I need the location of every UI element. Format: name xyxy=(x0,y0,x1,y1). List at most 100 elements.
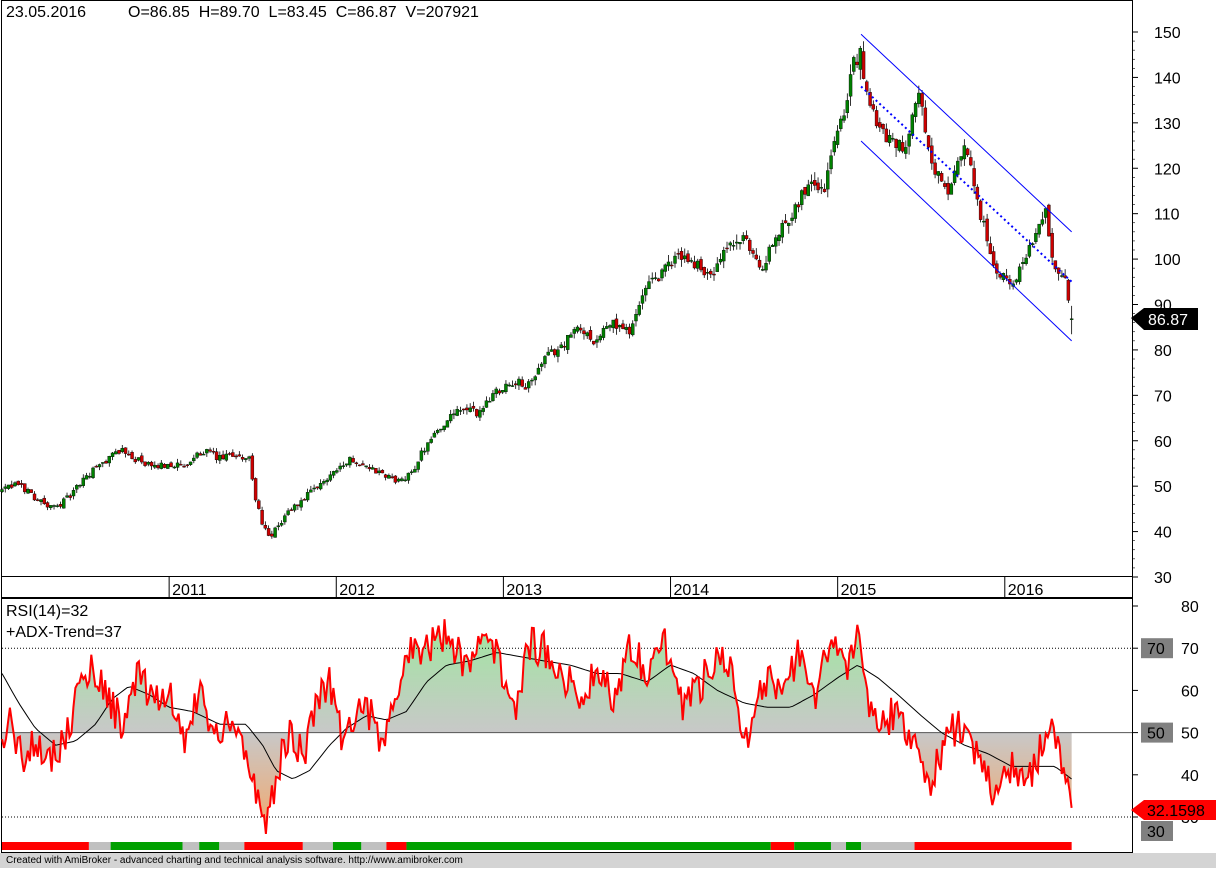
candle-body xyxy=(829,155,833,170)
candle xyxy=(162,463,167,469)
candle-body xyxy=(738,242,742,245)
candle-body xyxy=(686,253,690,262)
candle xyxy=(725,241,729,254)
candle xyxy=(497,388,502,396)
candle xyxy=(1034,228,1038,245)
trend-segment-neutral xyxy=(182,842,200,850)
candle xyxy=(533,375,537,386)
trend-segment-neutral xyxy=(830,842,847,850)
candle xyxy=(978,199,983,223)
candle-body xyxy=(435,430,440,433)
candle-body xyxy=(94,465,98,468)
candle xyxy=(91,466,95,480)
candle xyxy=(88,472,92,479)
rsi-y-axis: 304050607080705030 xyxy=(1132,599,1199,841)
candle xyxy=(39,499,43,506)
candle xyxy=(416,461,420,473)
candle-body xyxy=(1043,208,1048,218)
rsi-level-marker: 50 xyxy=(1141,722,1173,743)
candle-body xyxy=(458,410,463,412)
candle-body xyxy=(19,483,24,485)
candle-body xyxy=(452,413,456,416)
candle-body xyxy=(777,235,781,241)
candle xyxy=(920,89,924,116)
candle xyxy=(315,486,320,490)
candle-body xyxy=(114,451,118,455)
candle-body xyxy=(920,93,924,107)
y-tick-label: 50 xyxy=(1154,479,1172,496)
candle xyxy=(81,474,85,488)
candle xyxy=(286,508,290,516)
candle xyxy=(201,451,206,456)
candle xyxy=(952,165,957,186)
candle xyxy=(240,454,245,462)
candle-body xyxy=(1040,219,1045,225)
candle-body xyxy=(780,223,784,238)
candle-body xyxy=(439,428,443,431)
candle xyxy=(715,257,719,272)
candle-body xyxy=(143,461,147,466)
candle-body xyxy=(673,255,677,264)
candle-body xyxy=(247,456,251,459)
candle-body xyxy=(36,499,40,501)
candle-body xyxy=(881,124,885,130)
candle-body xyxy=(904,147,908,154)
candle xyxy=(631,320,635,337)
candle xyxy=(354,461,359,467)
candle xyxy=(917,85,921,108)
candle xyxy=(247,455,251,462)
candle-body xyxy=(793,204,797,219)
candle xyxy=(611,319,615,333)
candle-body xyxy=(390,476,394,478)
candle-body xyxy=(302,499,307,501)
candle xyxy=(943,180,947,190)
candle xyxy=(471,401,476,412)
candle-body xyxy=(344,463,349,466)
rsi-lines xyxy=(1,619,1132,835)
candle xyxy=(1037,223,1041,238)
candle-body xyxy=(244,458,248,460)
candle xyxy=(579,324,583,334)
y-tick-label: 150 xyxy=(1154,25,1181,42)
candle xyxy=(852,55,856,75)
candle-body xyxy=(764,263,768,271)
candle xyxy=(1021,257,1025,270)
candle-body xyxy=(146,462,151,465)
candle xyxy=(653,272,658,281)
candle xyxy=(338,462,342,472)
candle-body xyxy=(29,489,33,493)
candle xyxy=(335,468,339,474)
candle xyxy=(598,333,602,343)
candle xyxy=(1053,260,1058,273)
rsi-fill-above xyxy=(2,619,1072,733)
candle xyxy=(907,131,911,155)
trend-segment-down xyxy=(244,842,303,850)
candle-body xyxy=(868,92,872,106)
candle xyxy=(192,454,196,464)
candle xyxy=(296,504,300,510)
candle-body xyxy=(533,376,537,381)
x-tick-label: 2016 xyxy=(1008,582,1044,599)
candle xyxy=(452,409,456,420)
header-ohlcv: O=86.85 H=89.70 L=83.45 C=86.87 V=207921 xyxy=(128,4,479,21)
candle-body xyxy=(91,467,95,478)
candle xyxy=(149,460,154,470)
candle xyxy=(45,501,50,511)
candle xyxy=(783,214,788,224)
candle-body xyxy=(426,442,430,452)
candle xyxy=(270,530,274,539)
candle-body xyxy=(969,157,973,166)
candle xyxy=(234,454,238,460)
candle-body xyxy=(101,462,105,464)
candle-body xyxy=(959,156,963,161)
candle xyxy=(559,341,563,349)
candle-body xyxy=(299,500,303,508)
candle xyxy=(608,324,612,332)
candle xyxy=(787,222,791,234)
candle-body xyxy=(68,495,72,498)
candle xyxy=(647,275,651,290)
candle xyxy=(468,403,472,413)
candle xyxy=(156,463,160,470)
candle-body xyxy=(26,489,30,494)
